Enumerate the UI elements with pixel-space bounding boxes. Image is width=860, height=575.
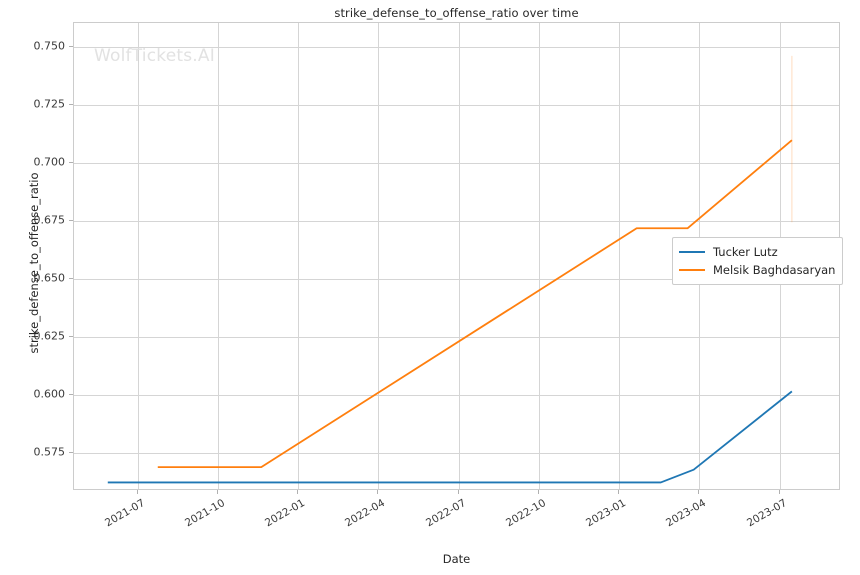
y-tick-mark — [69, 46, 73, 47]
x-tick-label: 2022-07 — [423, 497, 468, 530]
x-tick-label: 2023-04 — [664, 497, 709, 530]
x-tick-mark — [698, 490, 699, 494]
y-tick-mark — [69, 394, 73, 395]
x-tick-label: 2022-10 — [503, 497, 548, 530]
y-tick-label: 0.575 — [33, 445, 66, 459]
x-tick-mark — [297, 490, 298, 494]
y-tick-mark — [69, 104, 73, 105]
x-tick-mark — [137, 490, 138, 494]
gridline-horizontal — [74, 453, 839, 454]
series-line — [107, 390, 793, 484]
y-tick-mark — [69, 162, 73, 163]
x-tick-label: 2023-07 — [744, 497, 789, 530]
y-tick-label: 0.700 — [33, 155, 66, 169]
gridline-vertical — [539, 23, 540, 489]
legend-color-swatch — [679, 251, 705, 253]
gridline-horizontal — [74, 221, 839, 222]
x-tick-mark — [217, 490, 218, 494]
y-axis-label: strike_defense_to_offense_ratio — [27, 172, 41, 354]
y-tick-mark — [69, 278, 73, 279]
gridline-horizontal — [74, 395, 839, 396]
watermark: WolfTickets.AI — [94, 46, 215, 66]
gridline-horizontal — [74, 105, 839, 106]
series-line — [157, 139, 793, 469]
x-tick-mark — [538, 490, 539, 494]
y-tick-label: 0.675 — [33, 213, 66, 227]
gridline-vertical — [619, 23, 620, 489]
legend-item-label: Melsik Baghdasaryan — [713, 263, 836, 277]
legend-item[interactable]: Tucker Lutz — [679, 243, 835, 261]
y-tick-label: 0.750 — [33, 39, 66, 53]
y-tick-label: 0.625 — [33, 329, 66, 343]
y-tick-mark — [69, 452, 73, 453]
gridline-horizontal — [74, 337, 839, 338]
x-tick-mark — [377, 490, 378, 494]
x-tick-label: 2022-04 — [343, 497, 388, 530]
gridline-vertical — [378, 23, 379, 489]
gridline-vertical — [138, 23, 139, 489]
x-tick-label: 2021-07 — [102, 497, 147, 530]
series-lines — [107, 55, 793, 484]
gridline-horizontal — [74, 279, 839, 280]
legend-item[interactable]: Melsik Baghdasaryan — [679, 261, 835, 279]
x-tick-mark — [458, 490, 459, 494]
x-tick-mark — [779, 490, 780, 494]
y-tick-label: 0.650 — [33, 271, 66, 285]
y-tick-label: 0.600 — [33, 387, 66, 401]
chart-legend[interactable]: Tucker Lutz Melsik Baghdasaryan — [672, 237, 844, 285]
x-tick-label: 2023-01 — [584, 497, 629, 530]
legend-item-label: Tucker Lutz — [713, 245, 778, 259]
gridline-horizontal — [74, 163, 839, 164]
gridline-vertical — [459, 23, 460, 489]
x-tick-label: 2021-10 — [182, 497, 227, 530]
x-tick-label: 2022-01 — [263, 497, 308, 530]
gridline-vertical — [298, 23, 299, 489]
chart-title: strike_defense_to_offense_ratio over tim… — [334, 6, 579, 20]
gridline-vertical — [218, 23, 219, 489]
y-tick-mark — [69, 220, 73, 221]
y-tick-mark — [69, 336, 73, 337]
x-axis-label: Date — [442, 552, 471, 566]
legend-color-swatch — [679, 269, 705, 271]
gridline-horizontal — [74, 47, 839, 48]
x-tick-mark — [618, 490, 619, 494]
y-tick-label: 0.725 — [33, 97, 66, 111]
